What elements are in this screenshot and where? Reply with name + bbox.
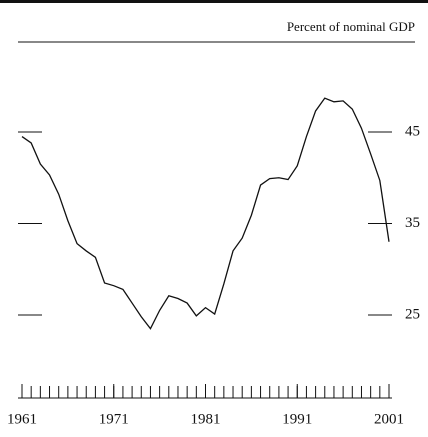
data-line	[21, 97, 390, 330]
x-tick-label: 1971	[99, 411, 129, 427]
top-rule	[0, 0, 428, 3]
x-tick-label: 2001	[374, 411, 404, 427]
x-tick-label: 1981	[191, 411, 221, 427]
x-tick-label: 1961	[7, 411, 37, 427]
y-tick-label: 35	[405, 215, 420, 231]
y-tick-label: 25	[405, 306, 420, 322]
subtitle: Percent of nominal GDP	[287, 19, 415, 34]
y-tick-label: 45	[405, 123, 420, 139]
x-tick-label: 1991	[282, 411, 312, 427]
